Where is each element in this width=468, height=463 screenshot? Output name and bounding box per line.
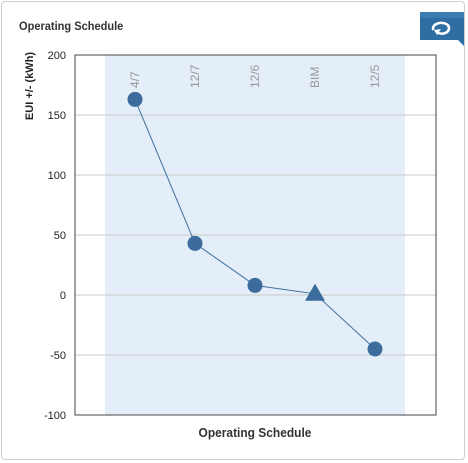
y-axis-title: EUI +/- (kWh)	[24, 52, 36, 120]
card-title: Operating Schedule	[19, 19, 124, 33]
category-label: 4/7	[128, 71, 142, 88]
category-label: 12/6	[248, 64, 262, 88]
x-axis-title: Operating Schedule	[199, 426, 312, 441]
y-tick-label: 150	[48, 110, 66, 122]
plot-frame	[74, 54, 437, 416]
y-tick-label: 100	[48, 170, 66, 182]
data-point-triangle	[305, 283, 325, 301]
data-point	[367, 341, 383, 357]
y-tick-label: -50	[50, 350, 66, 362]
undo-arrow-icon[interactable]	[418, 10, 466, 48]
y-tick-label: 0	[60, 290, 66, 302]
data-point	[187, 235, 203, 251]
data-point	[127, 91, 143, 107]
y-tick-label: 200	[48, 50, 66, 62]
category-label: 12/5	[368, 64, 382, 88]
data-point	[247, 277, 263, 293]
y-tick-label: 50	[54, 230, 66, 242]
category-label: 12/7	[188, 64, 202, 88]
y-tick-label: -100	[44, 410, 66, 422]
category-label: BIM	[308, 67, 322, 88]
